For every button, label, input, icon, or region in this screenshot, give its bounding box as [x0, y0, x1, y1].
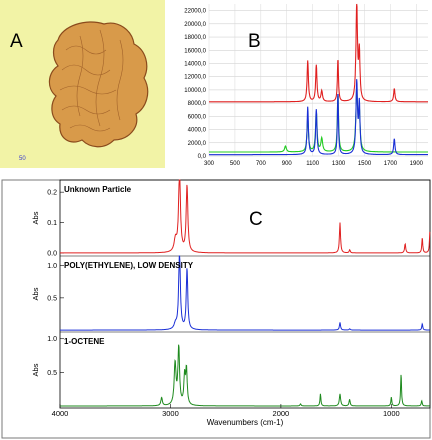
- spectrum-title: POLY(ETHYLENE), LOW DENSITY: [64, 261, 194, 270]
- scale-label: 50: [19, 156, 26, 162]
- panel-a: A 50: [0, 0, 165, 168]
- ftir-spectrum-unknown-particle: 0.0 0.1 0.2 Abs Unknown Particle: [31, 179, 431, 257]
- particle-image: [48, 21, 149, 148]
- raman-x-tick-labels: 300 500 700 900 1100 1300 1500 1700 1900: [204, 161, 424, 167]
- ftir-spectrum-ldpe: 0.5 1.0 Abs POLY(ETHYLENE), LOW DENSITY: [31, 255, 430, 331]
- ftir-plot-area: [59, 179, 431, 409]
- raman-x-tick-label: 1300: [332, 161, 346, 167]
- raman-x-tick-label: 700: [256, 161, 267, 167]
- panel-b-letter: B: [248, 31, 261, 52]
- raman-x-tick-label: 1500: [358, 161, 372, 167]
- ftir-y-tick-label: 1.0: [47, 263, 57, 270]
- ftir-y-axis-label: Abs: [31, 211, 40, 224]
- panel-a-letter: A: [10, 31, 23, 52]
- ftir-y-tick-label: 0.1: [47, 220, 57, 227]
- ftir-y-axis-label: Abs: [31, 287, 40, 300]
- ftir-y-tick-label: 0.2: [47, 190, 57, 197]
- raman-x-tick-label: 1900: [410, 161, 424, 167]
- panel-c-letter: C: [249, 209, 263, 230]
- raman-y-tick-label: 8000,0: [188, 101, 207, 107]
- raman-y-tick-label: 22000,0: [184, 9, 206, 15]
- raman-y-tick-label: 20000,0: [184, 22, 206, 28]
- ftir-x-tick-label: 2000: [273, 409, 290, 418]
- ftir-x-axis-label: Wavenumbers (cm-1): [207, 418, 284, 427]
- raman-y-tick-label: 18000,0: [184, 35, 206, 41]
- raman-y-tick-label: 0,0: [198, 154, 207, 160]
- ftir-x-tick-label: 1000: [383, 409, 400, 418]
- ftir-spectra: 0.0 0.1 0.2 Abs Unknown Particle 0.5 1.0 Abs POL…: [31, 179, 431, 407]
- raman-x-tick-label: 300: [204, 161, 215, 167]
- raman-x-tick-label: 1700: [384, 161, 398, 167]
- raman-x-tick-label: 1100: [306, 161, 320, 167]
- raman-y-tick-label: 4000,0: [188, 128, 207, 134]
- raman-y-tick-label: 10000,0: [184, 88, 206, 94]
- raman-y-tick-label: 2000,0: [188, 141, 207, 147]
- spectrum-title: 1-OCTENE: [64, 337, 105, 346]
- ftir-x-axis: 4000 3000 2000 1000: [52, 404, 400, 418]
- ftir-series-line: [60, 179, 431, 254]
- raman-y-tick-label: 12000,0: [184, 75, 206, 81]
- spectrum-title: Unknown Particle: [64, 185, 132, 194]
- ftir-series-line: [60, 344, 430, 407]
- raman-y-tick-labels: 0,0 2000,0 4000,0 6000,0 8000,0 10000,0 12000,…: [184, 9, 206, 160]
- ftir-x-tick-label: 3000: [162, 409, 179, 418]
- ftir-y-tick-label: 0.0: [47, 250, 57, 257]
- panel-c: 0.0 0.1 0.2 Abs Unknown Particle 0.5 1.0 Abs POL…: [1, 179, 431, 439]
- ftir-y-tick-label: 1.0: [47, 336, 57, 343]
- panel-b-plot-area: [209, 4, 428, 156]
- raman-y-tick-label: 16000,0: [184, 48, 206, 54]
- ftir-x-tick-label: 4000: [52, 409, 69, 418]
- panel-b: 0,0 2000,0 4000,0 6000,0 8000,0 10000,0 12000,…: [184, 3, 428, 167]
- raman-series: [209, 3, 428, 156]
- ftir-y-axis-label: Abs: [31, 363, 40, 376]
- raman-series-line: [209, 79, 428, 156]
- panel-c-frame: [1, 179, 431, 439]
- particle-texture: [59, 29, 124, 132]
- raman-series-line: [209, 3, 428, 103]
- ftir-y-tick-label: 0.5: [47, 295, 57, 302]
- raman-x-tick-label: 500: [230, 161, 241, 167]
- raman-y-tick-label: 6000,0: [188, 114, 207, 120]
- ftir-y-tick-label: 0.5: [47, 370, 57, 377]
- ftir-series-line: [60, 255, 430, 331]
- ftir-spectrum-octene: 0.5 1.0 Abs 1-OCTENE: [31, 331, 430, 407]
- raman-series-line: [209, 85, 428, 153]
- raman-y-tick-label: 14000,0: [184, 61, 206, 67]
- raman-x-tick-label: 900: [282, 161, 293, 167]
